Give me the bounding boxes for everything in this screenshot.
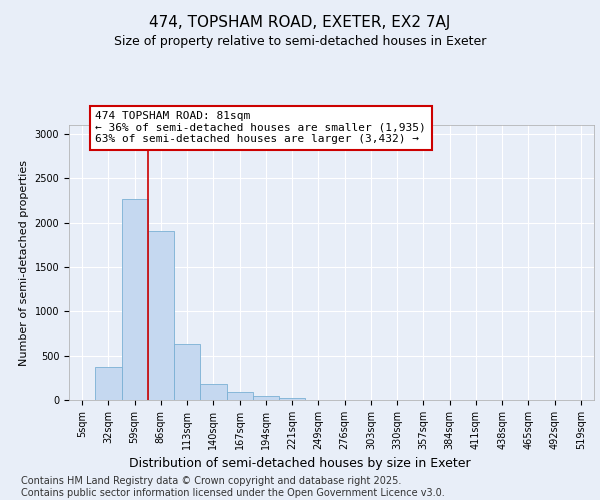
- Bar: [253, 396, 279, 400]
- Bar: [200, 384, 227, 400]
- Bar: [279, 398, 305, 400]
- Y-axis label: Number of semi-detached properties: Number of semi-detached properties: [19, 160, 29, 366]
- Text: Contains HM Land Registry data © Crown copyright and database right 2025.
Contai: Contains HM Land Registry data © Crown c…: [21, 476, 445, 498]
- Bar: [148, 232, 174, 400]
- Text: Size of property relative to semi-detached houses in Exeter: Size of property relative to semi-detach…: [114, 35, 486, 48]
- Bar: [227, 392, 253, 400]
- Text: 474 TOPSHAM ROAD: 81sqm
← 36% of semi-detached houses are smaller (1,935)
63% of: 474 TOPSHAM ROAD: 81sqm ← 36% of semi-de…: [95, 112, 426, 144]
- Text: 474, TOPSHAM ROAD, EXETER, EX2 7AJ: 474, TOPSHAM ROAD, EXETER, EX2 7AJ: [149, 15, 451, 30]
- Text: Distribution of semi-detached houses by size in Exeter: Distribution of semi-detached houses by …: [129, 458, 471, 470]
- Bar: [95, 367, 121, 400]
- Bar: [121, 198, 148, 400]
- Bar: [174, 344, 200, 400]
